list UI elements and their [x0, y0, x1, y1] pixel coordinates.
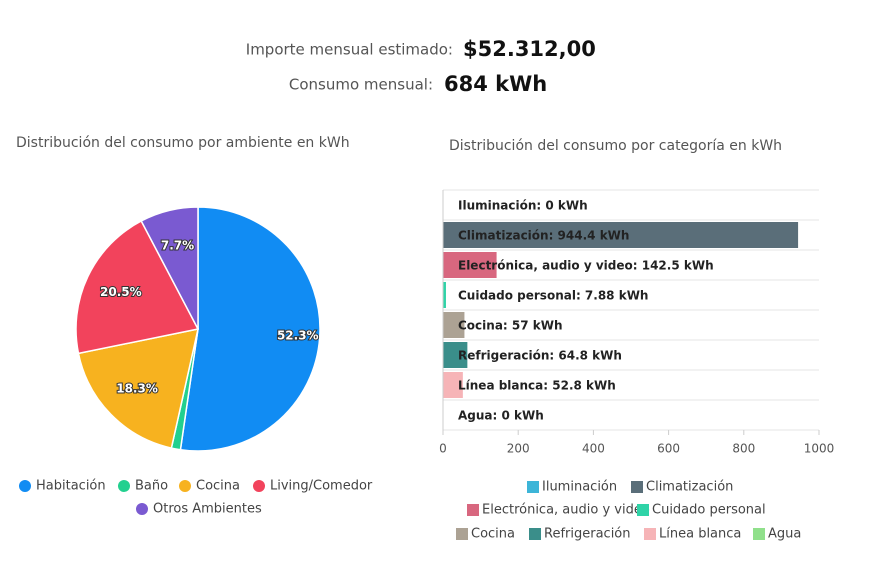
- x-tick-label: 800: [732, 442, 755, 456]
- legend-label: Habitación: [36, 479, 106, 494]
- summary-label: Consumo mensual:: [289, 76, 433, 94]
- legend-swatch: [644, 528, 656, 540]
- legend-label: Refrigeración: [544, 527, 631, 542]
- legend-swatch: [527, 481, 539, 493]
- legend-swatch: [179, 480, 191, 492]
- legend-swatch: [118, 480, 130, 492]
- legend-swatch: [753, 528, 765, 540]
- legend-label: Agua: [768, 527, 801, 542]
- slice-label: 52.3%: [277, 329, 319, 343]
- bar-label: Iluminación: 0 kWh: [458, 199, 588, 213]
- pie-slice: [140, 206, 199, 330]
- summary-label: Importe mensual estimado:: [246, 41, 453, 59]
- x-tick-label: 400: [582, 442, 605, 456]
- slice-label: 20.5%: [100, 285, 142, 299]
- legend-swatch: [253, 480, 265, 492]
- legend-swatch: [467, 504, 479, 516]
- bar: [443, 312, 465, 338]
- legend-swatch: [529, 528, 541, 540]
- legend-label: Iluminación: [542, 480, 617, 495]
- x-tick-label: 1000: [804, 442, 835, 456]
- bar-label: Cocina: 57 kWh: [458, 319, 563, 333]
- legend-label: Cuidado personal: [652, 503, 766, 518]
- bar-label: Cuidado personal: 7.88 kWh: [458, 289, 648, 303]
- legend-label: Cocina: [471, 527, 515, 542]
- bar-label: Electrónica, audio y video: 142.5 kWh: [458, 259, 714, 273]
- chart-title: Distribución del consumo por ambiente en…: [16, 135, 350, 151]
- slice-label: 7.7%: [161, 239, 194, 253]
- chart-title: Distribución del consumo por categoría e…: [449, 138, 782, 154]
- slice-label: 18.3%: [116, 381, 158, 395]
- bar-label: Agua: 0 kWh: [458, 409, 544, 423]
- legend-swatch: [136, 503, 148, 515]
- x-tick-label: 200: [507, 442, 530, 456]
- summary-value: $52.312,00: [463, 37, 596, 61]
- x-tick-label: 0: [439, 442, 447, 456]
- legend-swatch: [631, 481, 643, 493]
- pie-slice: [179, 206, 321, 452]
- bar: [443, 342, 468, 368]
- legend-label: Baño: [135, 479, 168, 494]
- bar-label: Climatización: 944.4 kWh: [458, 229, 629, 243]
- legend-label: Electrónica, audio y video: [482, 503, 650, 518]
- pie-slice: [77, 328, 199, 449]
- bar: [443, 372, 463, 398]
- legend-label: Climatización: [646, 480, 733, 495]
- bar: [443, 282, 446, 308]
- bar-label: Línea blanca: 52.8 kWh: [458, 379, 616, 393]
- legend-swatch: [456, 528, 468, 540]
- bar: [443, 252, 497, 278]
- legend-label: Línea blanca: [659, 527, 741, 542]
- bar: [443, 222, 799, 248]
- bar-label: Refrigeración: 64.8 kWh: [458, 349, 622, 363]
- legend-label: Otros Ambientes: [153, 502, 262, 517]
- legend-swatch: [19, 480, 31, 492]
- pie-slice: [75, 219, 200, 355]
- x-tick-label: 600: [657, 442, 680, 456]
- summary-value: 684 kWh: [444, 72, 547, 96]
- legend-swatch: [637, 504, 649, 516]
- legend-label: Living/Comedor: [270, 479, 373, 494]
- legend-label: Cocina: [196, 479, 240, 494]
